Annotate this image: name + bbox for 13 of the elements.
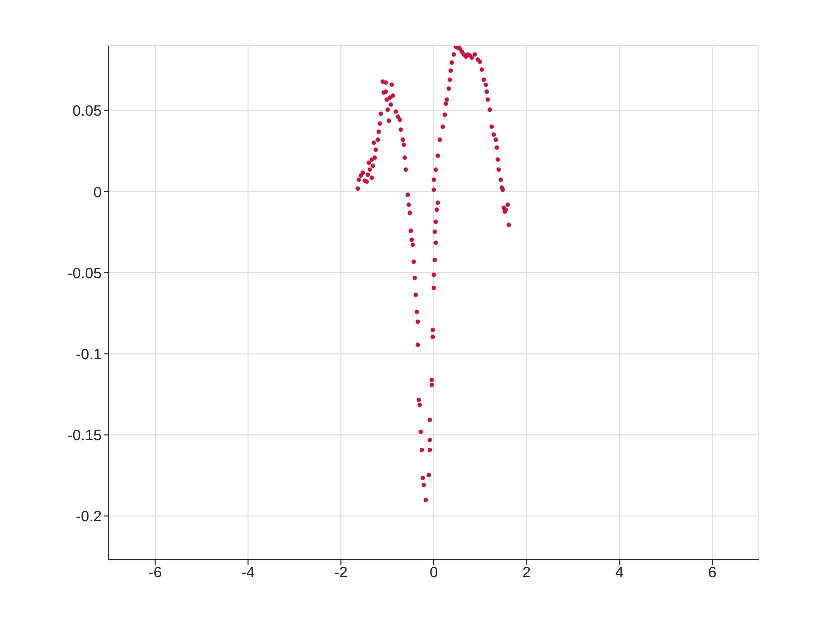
x-tick-label: 4 [616, 564, 624, 582]
x-tick-label: 2 [522, 564, 532, 582]
x-tick-label: -2 [334, 564, 348, 582]
x-tick-label: 6 [708, 564, 717, 582]
y-tick-label: -0.05 [68, 265, 102, 282]
y-tick-label: 0 [94, 184, 102, 202]
x-tick-label: -4 [242, 564, 255, 582]
y-tick-label: -0.2 [76, 508, 102, 526]
y-tick-label: -0.15 [68, 427, 102, 444]
x-tick-label: 0 [430, 564, 438, 582]
y-tick-label: 0.05 [72, 103, 102, 120]
y-tick-label: -0.1 [76, 346, 102, 364]
x-tick-label: -6 [148, 564, 162, 582]
